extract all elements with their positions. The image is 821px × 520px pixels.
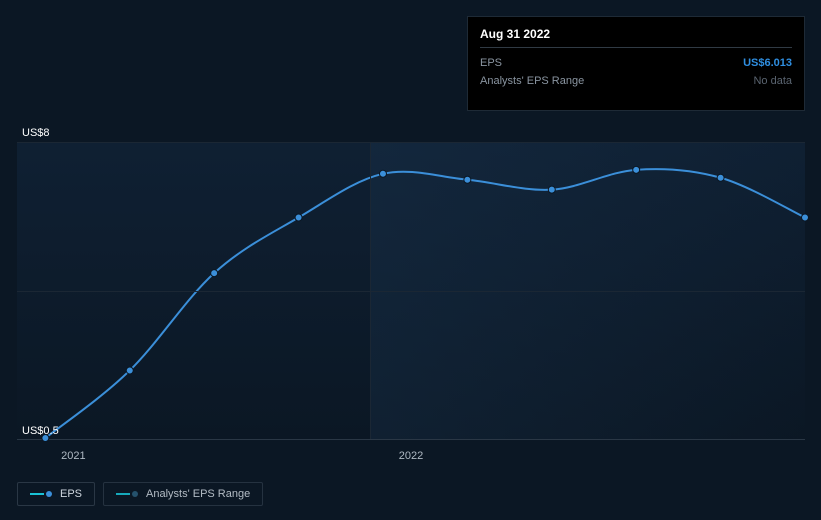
x-axis-tick-label: 2022 [399,450,423,462]
eps-point[interactable] [295,214,302,221]
swatch-line [116,493,130,495]
legend-swatch [116,491,138,497]
tooltip-row-eps: EPS US$6.013 [480,54,792,72]
eps-point[interactable] [379,170,386,177]
eps-chart-container: Aug 31 2022 EPS US$6.013 Analysts' EPS R… [0,0,821,520]
eps-point[interactable] [717,174,724,181]
legend-item-eps[interactable]: EPS [17,482,95,506]
eps-point[interactable] [802,214,809,221]
y-axis-tick-label: US$0.5 [22,425,59,437]
tooltip-row-label: EPS [480,54,502,72]
swatch-dot [132,491,138,497]
tooltip-row-value: US$6.013 [743,54,792,72]
eps-point[interactable] [633,166,640,173]
eps-point[interactable] [211,270,218,277]
tooltip-row-value: No data [753,72,792,90]
tooltip-row-range: Analysts' EPS Range No data [480,72,792,90]
eps-point[interactable] [126,367,133,374]
tooltip-date: Aug 31 2022 [480,27,792,48]
eps-line [45,169,805,438]
legend-label: EPS [60,488,82,500]
swatch-dot [46,491,52,497]
y-axis-tick-label: US$8 [22,127,50,139]
chart-tooltip: Aug 31 2022 EPS US$6.013 Analysts' EPS R… [467,16,805,111]
tooltip-row-label: Analysts' EPS Range [480,72,584,90]
swatch-line [30,493,44,495]
legend-label: Analysts' EPS Range [146,488,250,500]
eps-point[interactable] [464,176,471,183]
eps-point[interactable] [548,186,555,193]
legend-item-range[interactable]: Analysts' EPS Range [103,482,263,506]
legend: EPS Analysts' EPS Range [17,482,263,506]
x-axis-tick-label: 2021 [61,450,85,462]
legend-swatch [30,491,52,497]
plot-area[interactable] [17,142,805,440]
